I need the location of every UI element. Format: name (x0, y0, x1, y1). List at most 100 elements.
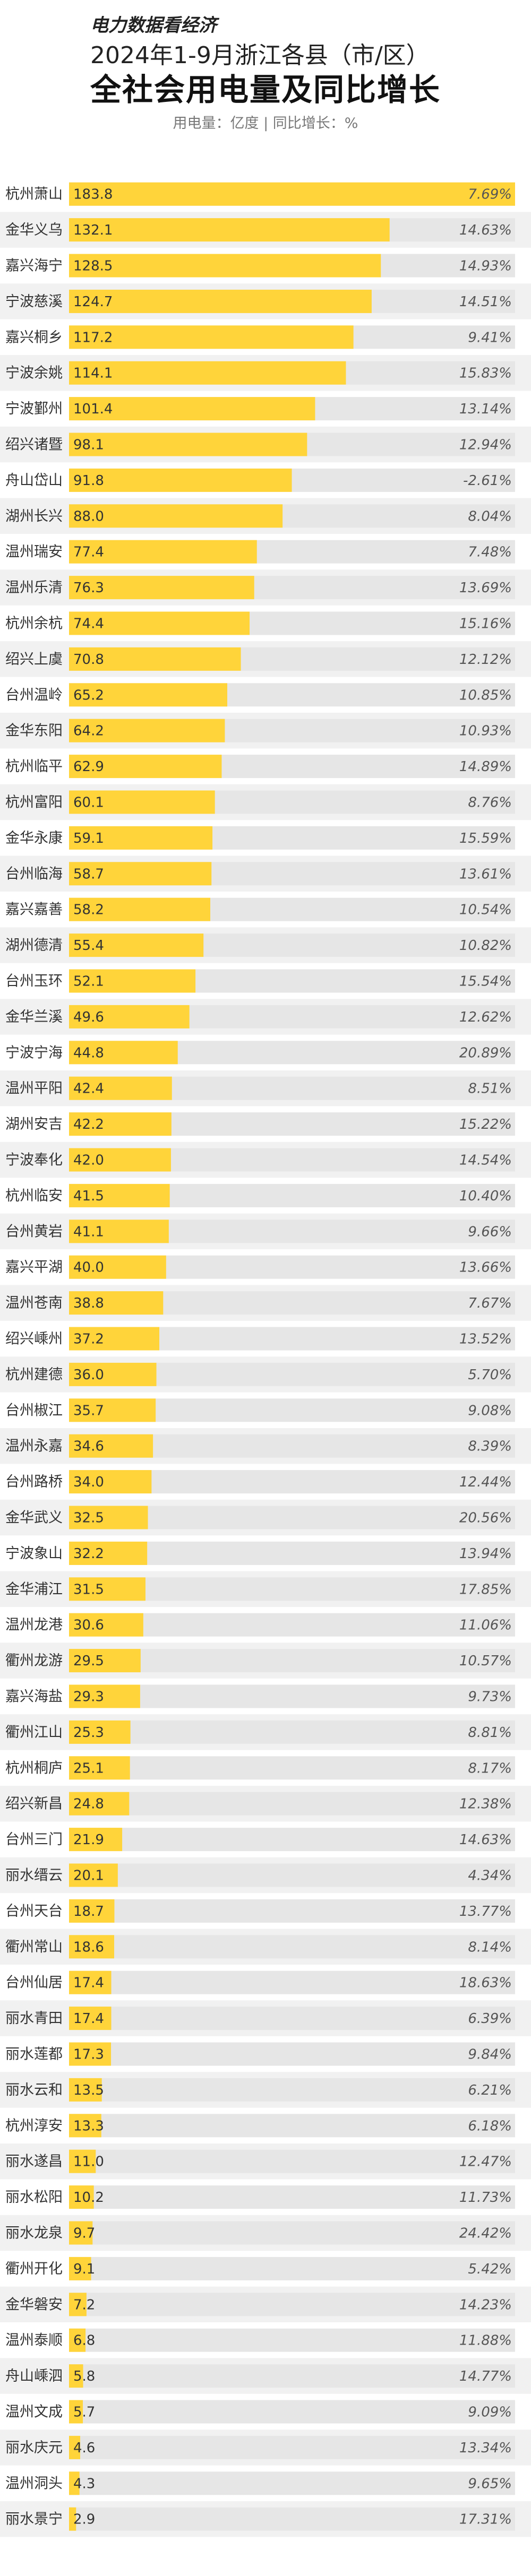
growth-label: 9.09% (468, 2405, 512, 2421)
category-label: 温州永嘉 (5, 1438, 63, 1455)
bar-31 (69, 1255, 166, 1279)
bar-track (69, 2507, 515, 2531)
bar-53 (69, 2042, 112, 2066)
value-label: 41.5 (73, 1188, 104, 1204)
growth-label: 12.62% (459, 1009, 512, 1025)
growth-label: 9.08% (468, 1403, 512, 1419)
value-label: 44.8 (73, 1045, 104, 1061)
growth-label: 15.16% (459, 616, 512, 632)
bar-25 (69, 1041, 178, 1065)
growth-label: 7.69% (468, 187, 512, 203)
bar-track (69, 2435, 515, 2459)
bar-track (69, 2149, 515, 2173)
growth-label: 20.56% (459, 1510, 512, 1526)
value-label: 124.7 (73, 294, 113, 310)
bar-62 (69, 2364, 83, 2388)
category-label: 衢州常山 (5, 1939, 63, 1955)
value-label: 41.1 (73, 1224, 104, 1240)
bar-29 (69, 1183, 170, 1207)
category-label: 衢州江山 (5, 1724, 63, 1741)
growth-label: 5.42% (468, 2261, 512, 2277)
bar-63 (69, 2400, 83, 2424)
growth-label: 13.94% (459, 1546, 512, 1562)
growth-label: 14.23% (459, 2297, 512, 2313)
bar-track (69, 1970, 515, 1994)
growth-label: 14.63% (459, 222, 512, 238)
value-label: 62.9 (73, 759, 104, 775)
value-label: 76.3 (73, 580, 104, 596)
bar-8 (69, 433, 307, 456)
value-label: 4.3 (73, 2476, 95, 2492)
bar-27 (69, 1112, 172, 1136)
value-label: 11.0 (73, 2154, 104, 2170)
growth-label: 6.39% (468, 2011, 512, 2027)
bar-42 (69, 1649, 141, 1673)
growth-label: 14.89% (459, 759, 512, 775)
bar-33 (69, 1327, 160, 1351)
growth-label: 10.93% (459, 723, 512, 739)
value-label: 9.7 (73, 2226, 95, 2242)
value-label: 34.0 (73, 1474, 104, 1490)
value-label: 40.0 (73, 1260, 104, 1276)
growth-label: 13.69% (459, 580, 512, 596)
growth-label: 4.34% (468, 1868, 512, 1884)
growth-label: 7.67% (468, 1295, 512, 1311)
category-label: 丽水莲都 (5, 2046, 63, 2063)
bar-39 (69, 1541, 148, 1565)
bar-track (69, 1720, 515, 1744)
category-label: 温州平阳 (5, 1080, 63, 1097)
category-label: 丽水青田 (5, 2010, 63, 2027)
growth-label: -2.61% (463, 473, 512, 489)
bar-track (69, 1792, 515, 1816)
value-label: 13.3 (73, 2118, 104, 2134)
bar-20 (69, 862, 212, 886)
bar-45 (69, 1756, 130, 1780)
growth-label: 10.40% (459, 1188, 512, 1204)
unit-note: 用电量：亿度 | 同比增长：% (173, 115, 358, 132)
bar-1 (69, 182, 515, 206)
bar-2 (69, 218, 390, 242)
bar-49 (69, 1899, 115, 1923)
bar-40 (69, 1577, 145, 1601)
category-label: 丽水松阳 (5, 2189, 63, 2206)
growth-label: 14.54% (459, 1153, 512, 1169)
value-label: 49.6 (73, 1009, 104, 1025)
category-label: 嘉兴海盐 (5, 1689, 63, 1705)
category-label: 宁波奉化 (5, 1152, 63, 1169)
category-label: 温州苍南 (5, 1295, 63, 1311)
growth-label: 11.06% (459, 1618, 512, 1633)
growth-label: 6.21% (468, 2082, 512, 2098)
bar-65 (69, 2471, 80, 2495)
value-label: 32.5 (73, 1510, 104, 1526)
growth-label: 24.42% (459, 2226, 512, 2242)
bar-track (69, 2328, 515, 2352)
growth-label: 8.76% (468, 795, 512, 811)
value-label: 70.8 (73, 652, 104, 668)
value-label: 77.4 (73, 544, 104, 560)
chart-title: 全社会用电量及同比增长 (90, 72, 441, 108)
bar-57 (69, 2185, 94, 2209)
growth-label: 9.73% (468, 1689, 512, 1705)
value-label: 35.7 (73, 1403, 104, 1419)
value-label: 114.1 (73, 366, 113, 382)
bar-4 (69, 289, 372, 313)
bar-track (69, 2400, 515, 2424)
value-label: 7.2 (73, 2297, 95, 2313)
growth-label: 12.47% (459, 2154, 512, 2170)
growth-label: 8.39% (468, 1439, 512, 1455)
bar-64 (69, 2435, 81, 2459)
growth-label: 17.85% (459, 1581, 512, 1597)
bar-23 (69, 969, 196, 993)
bar-5 (69, 325, 354, 349)
bar-6 (69, 361, 346, 385)
value-label: 29.5 (73, 1653, 104, 1669)
category-label: 金华浦江 (5, 1581, 63, 1597)
bar-61 (69, 2328, 86, 2352)
category-label: 宁波余姚 (5, 365, 63, 382)
value-label: 20.1 (73, 1868, 104, 1884)
category-label: 衢州龙游 (5, 1653, 63, 1669)
bar-track (69, 1828, 515, 1852)
value-label: 60.1 (73, 795, 104, 811)
value-label: 101.4 (73, 401, 113, 417)
growth-label: 12.12% (459, 652, 512, 668)
